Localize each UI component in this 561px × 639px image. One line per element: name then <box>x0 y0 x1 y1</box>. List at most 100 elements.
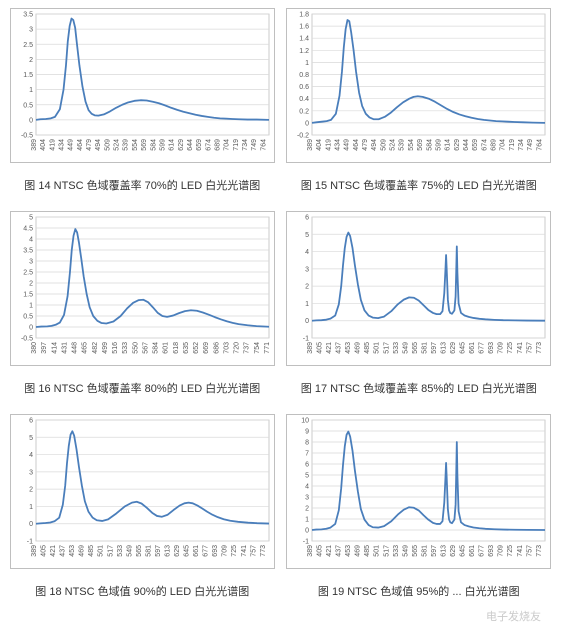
svg-text:549: 549 <box>403 342 410 354</box>
svg-text:584: 584 <box>427 139 434 151</box>
svg-text:757: 757 <box>250 545 257 557</box>
svg-text:613: 613 <box>441 342 448 354</box>
chart-cell-0: -0.500.511.522.533.538940441943444946447… <box>8 8 277 203</box>
svg-text:1: 1 <box>29 504 33 511</box>
svg-text:517: 517 <box>384 545 391 557</box>
svg-text:-0.5: -0.5 <box>21 133 33 140</box>
svg-text:485: 485 <box>88 545 95 557</box>
svg-text:437: 437 <box>336 545 343 557</box>
svg-text:581: 581 <box>145 545 152 557</box>
svg-text:719: 719 <box>509 139 516 151</box>
chart-cell-1: -0.200.20.40.60.811.21.41.61.83894044194… <box>285 8 554 203</box>
chart-caption: 图 19 NTSC 色域值 95%的 ... 白光光谱图 <box>318 583 520 599</box>
svg-text:453: 453 <box>345 545 352 557</box>
svg-text:517: 517 <box>107 545 114 557</box>
svg-text:405: 405 <box>317 342 324 354</box>
svg-text:599: 599 <box>436 139 443 151</box>
svg-text:677: 677 <box>479 545 486 557</box>
svg-text:448: 448 <box>71 342 78 354</box>
svg-text:3: 3 <box>29 259 33 266</box>
svg-text:-0.5: -0.5 <box>21 336 33 343</box>
svg-text:1: 1 <box>29 87 33 94</box>
svg-text:5: 5 <box>29 435 33 442</box>
svg-text:509: 509 <box>104 139 111 151</box>
svg-text:629: 629 <box>174 545 181 557</box>
svg-text:629: 629 <box>454 139 461 151</box>
svg-text:414: 414 <box>51 342 58 354</box>
svg-text:584: 584 <box>150 139 157 151</box>
chart-caption: 图 16 NTSC 色域覆盖率 80%的 LED 白光光谱图 <box>24 380 260 396</box>
svg-text:434: 434 <box>335 139 342 151</box>
spectrum-chart: -101234563894054214374534694855015175335… <box>10 414 275 569</box>
svg-text:709: 709 <box>498 545 505 557</box>
svg-text:-1: -1 <box>27 539 33 546</box>
svg-text:437: 437 <box>336 342 343 354</box>
svg-text:677: 677 <box>479 342 486 354</box>
svg-text:3: 3 <box>29 27 33 34</box>
svg-text:581: 581 <box>422 545 429 557</box>
svg-text:4: 4 <box>29 452 33 459</box>
svg-text:479: 479 <box>86 139 93 151</box>
svg-text:494: 494 <box>371 139 378 151</box>
svg-text:464: 464 <box>353 139 360 151</box>
svg-text:516: 516 <box>112 342 119 354</box>
svg-text:644: 644 <box>187 139 194 151</box>
svg-text:629: 629 <box>178 139 185 151</box>
svg-text:1: 1 <box>29 303 33 310</box>
svg-text:5: 5 <box>305 473 309 480</box>
svg-text:421: 421 <box>50 545 57 557</box>
svg-text:419: 419 <box>49 139 56 151</box>
svg-text:533: 533 <box>122 342 129 354</box>
svg-text:0.2: 0.2 <box>300 108 310 115</box>
svg-text:0: 0 <box>305 120 309 127</box>
svg-text:549: 549 <box>403 545 410 557</box>
svg-text:709: 709 <box>221 545 228 557</box>
svg-text:2.5: 2.5 <box>23 270 33 277</box>
svg-text:1.4: 1.4 <box>300 36 310 43</box>
watermark: 电子发烧友 <box>486 608 541 624</box>
svg-text:405: 405 <box>40 545 47 557</box>
svg-text:1.6: 1.6 <box>300 24 310 31</box>
svg-text:597: 597 <box>155 545 162 557</box>
svg-text:464: 464 <box>77 139 84 151</box>
svg-text:599: 599 <box>159 139 166 151</box>
svg-text:764: 764 <box>260 139 267 151</box>
svg-text:469: 469 <box>355 545 362 557</box>
svg-text:674: 674 <box>205 139 212 151</box>
svg-text:725: 725 <box>231 545 238 557</box>
svg-text:524: 524 <box>113 139 120 151</box>
spectrum-chart: -101234567891038940542143745346948550151… <box>286 414 551 569</box>
svg-text:773: 773 <box>536 342 543 354</box>
svg-text:689: 689 <box>214 139 221 151</box>
svg-text:661: 661 <box>193 545 200 557</box>
svg-text:465: 465 <box>81 342 88 354</box>
svg-text:0.5: 0.5 <box>23 314 33 321</box>
svg-text:0: 0 <box>29 117 33 124</box>
svg-text:601: 601 <box>162 342 169 354</box>
svg-text:524: 524 <box>390 139 397 151</box>
svg-text:3.5: 3.5 <box>23 248 33 255</box>
svg-text:704: 704 <box>223 139 230 151</box>
svg-text:569: 569 <box>141 139 148 151</box>
spectrum-chart: -0.200.20.40.60.811.21.41.61.83894044194… <box>286 8 551 163</box>
svg-text:1: 1 <box>305 60 309 67</box>
svg-text:449: 449 <box>67 139 74 151</box>
chart-caption: 图 18 NTSC 色域值 90%的 LED 白光光谱图 <box>35 583 249 599</box>
svg-text:469: 469 <box>355 342 362 354</box>
svg-text:6: 6 <box>305 215 309 222</box>
svg-text:434: 434 <box>58 139 65 151</box>
svg-text:581: 581 <box>422 342 429 354</box>
chart-cell-3: -101234563894054214374534694855015175335… <box>285 211 554 406</box>
svg-text:421: 421 <box>326 342 333 354</box>
svg-text:4: 4 <box>29 237 33 244</box>
svg-text:421: 421 <box>326 545 333 557</box>
svg-text:734: 734 <box>518 139 525 151</box>
svg-text:8: 8 <box>305 440 309 447</box>
svg-text:661: 661 <box>469 545 476 557</box>
chart-cell-2: -0.500.511.522.533.544.55380397414431448… <box>8 211 277 406</box>
svg-text:0: 0 <box>305 528 309 535</box>
svg-text:389: 389 <box>31 545 38 557</box>
svg-text:597: 597 <box>431 342 438 354</box>
svg-text:677: 677 <box>202 545 209 557</box>
svg-text:757: 757 <box>527 545 534 557</box>
